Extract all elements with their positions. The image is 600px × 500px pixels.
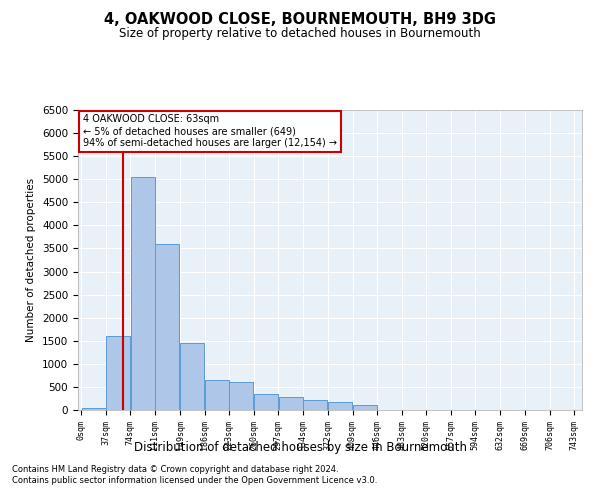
Bar xyxy=(229,382,253,410)
Bar xyxy=(303,400,327,410)
Text: Contains HM Land Registry data © Crown copyright and database right 2024.: Contains HM Land Registry data © Crown c… xyxy=(12,465,338,474)
Y-axis label: Number of detached properties: Number of detached properties xyxy=(26,178,37,342)
Bar xyxy=(254,394,278,410)
Bar xyxy=(155,244,179,410)
Text: Size of property relative to detached houses in Bournemouth: Size of property relative to detached ho… xyxy=(119,28,481,40)
Bar xyxy=(106,336,130,410)
Text: Contains public sector information licensed under the Open Government Licence v3: Contains public sector information licen… xyxy=(12,476,377,485)
Bar xyxy=(278,397,302,410)
Text: 4 OAKWOOD CLOSE: 63sqm
← 5% of detached houses are smaller (649)
94% of semi-det: 4 OAKWOOD CLOSE: 63sqm ← 5% of detached … xyxy=(83,114,337,148)
Bar xyxy=(328,402,352,410)
Bar xyxy=(131,177,155,410)
Bar xyxy=(205,380,229,410)
Bar xyxy=(181,343,205,410)
Bar xyxy=(353,406,377,410)
Bar xyxy=(82,408,106,410)
Text: Distribution of detached houses by size in Bournemouth: Distribution of detached houses by size … xyxy=(133,441,467,454)
Text: 4, OAKWOOD CLOSE, BOURNEMOUTH, BH9 3DG: 4, OAKWOOD CLOSE, BOURNEMOUTH, BH9 3DG xyxy=(104,12,496,28)
